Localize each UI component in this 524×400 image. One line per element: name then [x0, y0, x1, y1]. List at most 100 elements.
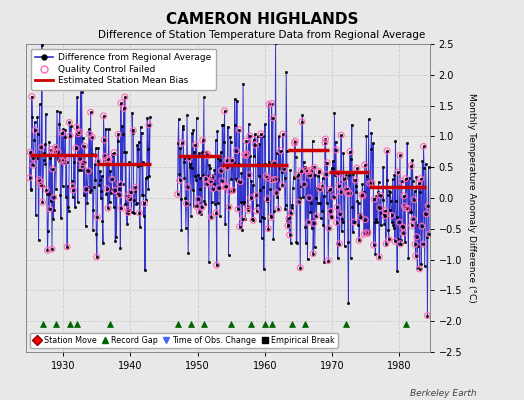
- Point: [242, 138, 250, 144]
- Point: [402, 205, 410, 212]
- Point: [278, 182, 287, 188]
- Point: [49, 194, 58, 200]
- Point: [48, 246, 56, 252]
- Point: [47, 146, 56, 153]
- Point: [241, 151, 249, 158]
- Point: [324, 225, 333, 231]
- Point: [296, 264, 304, 271]
- Point: [318, 183, 326, 189]
- Point: [387, 212, 396, 219]
- Point: [173, 191, 182, 198]
- Point: [394, 169, 402, 176]
- Point: [213, 262, 221, 268]
- Point: [101, 153, 110, 160]
- Point: [110, 149, 118, 156]
- Point: [257, 130, 265, 137]
- Point: [100, 113, 108, 119]
- Point: [68, 183, 77, 189]
- Point: [359, 193, 367, 199]
- Point: [140, 200, 149, 207]
- Point: [417, 176, 425, 182]
- Point: [253, 208, 261, 214]
- Point: [400, 193, 408, 199]
- Point: [291, 138, 299, 144]
- Point: [270, 160, 279, 166]
- Point: [366, 180, 374, 187]
- Point: [415, 180, 423, 186]
- Point: [391, 238, 399, 245]
- Point: [336, 188, 345, 195]
- Point: [215, 185, 223, 191]
- Point: [269, 115, 277, 121]
- Point: [246, 133, 254, 139]
- Point: [411, 253, 420, 259]
- Point: [84, 168, 93, 174]
- Point: [322, 171, 330, 178]
- Point: [37, 144, 46, 150]
- Point: [422, 210, 431, 217]
- Point: [86, 109, 95, 116]
- Point: [108, 176, 116, 182]
- Point: [111, 187, 119, 194]
- Point: [60, 156, 69, 163]
- Point: [124, 210, 133, 216]
- Point: [264, 226, 272, 232]
- Point: [72, 145, 80, 151]
- Point: [244, 207, 252, 214]
- Point: [332, 219, 341, 226]
- Point: [222, 183, 231, 189]
- Point: [336, 211, 344, 217]
- Point: [294, 172, 302, 178]
- Point: [42, 186, 50, 193]
- Point: [247, 194, 255, 201]
- Point: [132, 184, 140, 190]
- Point: [362, 230, 370, 236]
- Point: [251, 142, 259, 148]
- Point: [409, 216, 418, 222]
- Point: [176, 177, 184, 184]
- Point: [267, 214, 275, 220]
- Point: [127, 188, 135, 195]
- Point: [100, 137, 108, 143]
- Point: [57, 157, 66, 164]
- Point: [280, 166, 288, 172]
- Text: Berkeley Earth: Berkeley Earth: [410, 389, 477, 398]
- Point: [217, 178, 226, 184]
- Point: [103, 186, 111, 192]
- Point: [315, 168, 323, 175]
- Point: [119, 105, 128, 112]
- Point: [25, 175, 34, 181]
- Point: [337, 132, 345, 138]
- Point: [330, 194, 338, 200]
- Point: [263, 196, 271, 202]
- Point: [209, 186, 217, 192]
- Point: [298, 118, 306, 125]
- Point: [305, 194, 313, 201]
- Point: [290, 140, 299, 146]
- Point: [264, 175, 272, 181]
- Point: [65, 119, 73, 126]
- Point: [419, 241, 427, 248]
- Point: [193, 203, 201, 210]
- Point: [48, 166, 57, 172]
- Point: [185, 155, 193, 161]
- Point: [369, 242, 378, 248]
- Point: [327, 214, 335, 220]
- Point: [117, 100, 125, 106]
- Point: [203, 151, 211, 157]
- Point: [364, 230, 372, 236]
- Point: [423, 312, 432, 319]
- Point: [335, 240, 344, 247]
- Point: [304, 219, 313, 226]
- Point: [212, 210, 221, 216]
- Point: [126, 196, 134, 202]
- Point: [376, 192, 385, 198]
- Point: [93, 214, 102, 220]
- Point: [411, 241, 419, 248]
- Point: [229, 187, 237, 194]
- Point: [324, 257, 332, 264]
- Point: [222, 184, 230, 190]
- Point: [368, 180, 376, 186]
- Point: [31, 127, 39, 134]
- Point: [104, 205, 112, 212]
